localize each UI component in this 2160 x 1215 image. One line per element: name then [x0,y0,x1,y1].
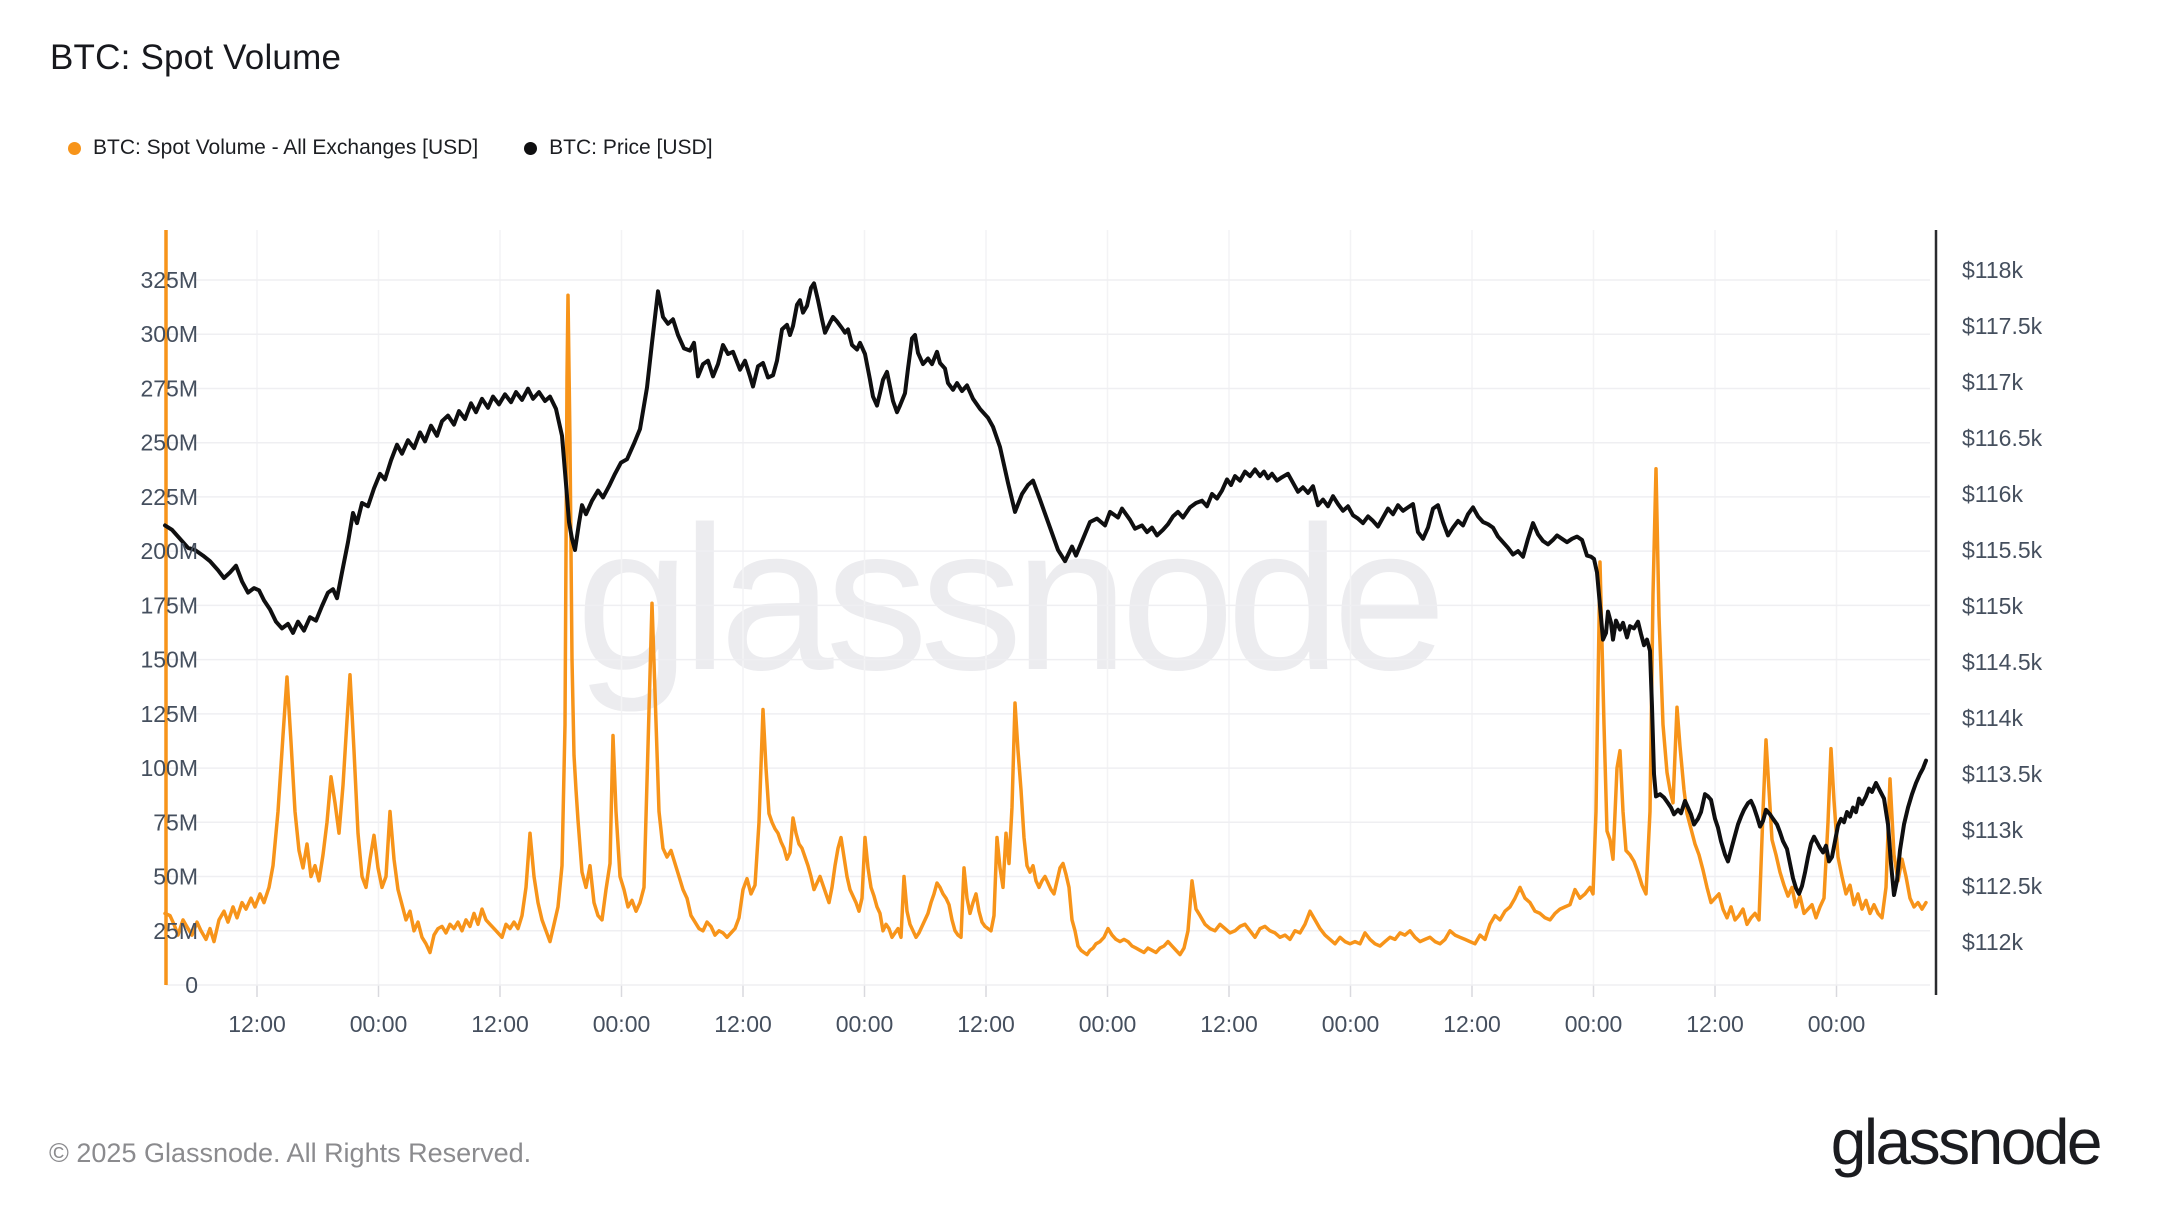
left-axis-label: 75M [153,809,198,835]
left-axis-label: 275M [140,375,198,401]
x-axis-label: 00:00 [593,1011,651,1037]
legend-swatch-icon [524,141,538,155]
x-axis-label: 12:00 [1200,1011,1258,1037]
left-axis-label: 225M [140,484,198,510]
x-axis-label: 12:00 [471,1011,529,1037]
left-axis-label: 150M [140,647,198,673]
right-axis-label: $113k [1962,817,2023,843]
copyright-text: © 2025 Glassnode. All Rights Reserved. [49,1138,532,1168]
x-axis-label: 00:00 [1079,1011,1137,1037]
left-axis-label: 175M [140,592,198,618]
x-axis-label: 00:00 [1565,1011,1623,1037]
left-axis-label: 100M [140,755,198,781]
right-axis-label: $112.5k [1962,873,2043,899]
page-title: BTC: Spot Volume [50,38,342,77]
left-axis-label: 200M [140,538,198,564]
right-axis-label: $117.5k [1962,313,2043,339]
right-axis-label: $118k [1962,257,2023,283]
right-axis-label: $115.5k [1962,537,2043,563]
legend-label: BTC: Price [USD] [549,136,713,159]
legend-item-1[interactable]: BTC: Price [USD] [524,136,713,160]
x-axis-label: 00:00 [1808,1011,1866,1037]
right-axis-label: $116.5k [1962,425,2043,451]
x-axis-label: 12:00 [1443,1011,1501,1037]
x-axis-label: 00:00 [350,1011,408,1037]
left-axis-label: 325M [140,267,198,293]
right-axis-label: $114k [1962,705,2023,731]
right-axis-label: $115k [1962,593,2023,619]
chart-legend: BTC: Spot Volume - All Exchanges [USD] BT… [68,136,713,160]
left-axis-label: 50M [153,864,198,890]
legend-item-0[interactable]: BTC: Spot Volume - All Exchanges [USD] [68,136,478,160]
left-axis-label: 25M [153,918,198,944]
glassnode-logo: glassnode [1830,1106,2103,1178]
left-axis-label: 250M [140,430,198,456]
x-axis-label: 12:00 [228,1011,286,1037]
right-axis-label: $117k [1962,369,2023,395]
right-axis-label: $116k [1962,481,2023,507]
price-series-line [163,281,1928,897]
left-axis-label: 0 [185,972,198,998]
legend-swatch-icon [68,141,81,155]
left-axis-label: 125M [140,701,198,727]
right-axis-label: $112k [1962,929,2023,955]
x-axis-label: 12:00 [714,1011,772,1037]
left-axis-label: 300M [140,321,198,347]
x-axis-label: 12:00 [1686,1011,1744,1037]
x-axis-label: 00:00 [836,1011,894,1037]
x-axis-label: 12:00 [957,1011,1015,1037]
right-axis-label: $113.5k [1962,761,2043,787]
glassnode-watermark: glassnode [576,484,1447,713]
volume-series-line [163,293,1928,957]
right-axis-label: $114.5k [1962,649,2043,675]
legend-label: BTC: Spot Volume - All Exchanges [USD] [93,136,479,159]
x-axis-label: 00:00 [1322,1011,1380,1037]
